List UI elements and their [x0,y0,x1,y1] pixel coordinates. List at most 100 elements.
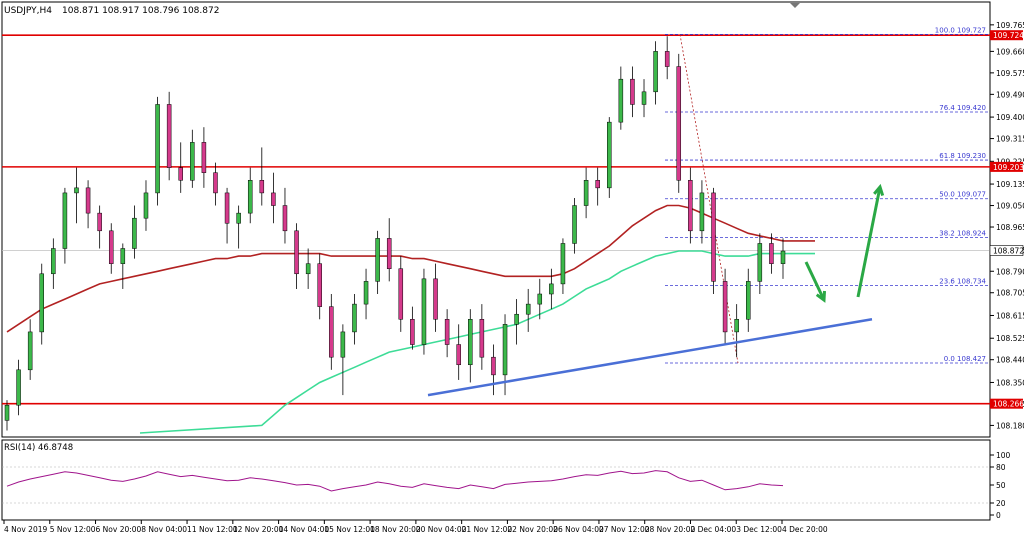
y-tick-label: 108.525 [996,334,1024,343]
level-label: 109.724 [993,31,1024,40]
candle-body [16,369,21,406]
candle-body [51,248,56,275]
candle [468,309,473,383]
candle-body [143,192,149,219]
candle-body [607,121,612,189]
candle-body [757,243,763,282]
y-tick-label: 109.575 [996,69,1024,78]
rsi-line [6,470,784,492]
candle [329,294,334,370]
x-tick-label: 14 Nov 04:00 [279,525,330,534]
price-frame [1,1,991,438]
candle [236,205,241,249]
y-tick-label: 109.225 [996,157,1024,166]
candle [769,233,774,274]
candle-body [560,243,566,285]
candle-body [317,263,322,307]
rsi-y-tick-label: 0 [996,511,1001,520]
level-tag [990,30,1023,41]
symbol-label: USDJPY,H4 [4,6,52,16]
x-tick-label: 8 Nov 04:00 [141,525,187,534]
candle-body [502,324,508,376]
y-tick-label: 108.965 [996,223,1024,232]
candle [699,180,705,244]
candle [178,142,183,193]
candle-body [305,263,311,275]
candle-body [120,248,126,264]
fib-label: 38.2 108.924 [939,229,986,237]
candle-body [259,180,265,194]
y-tick-label: 108.790 [996,267,1024,276]
candle [4,400,10,431]
candle [62,187,68,264]
candle-body [97,212,102,232]
candle-body [201,142,207,173]
candle-body [525,303,531,315]
x-tick-label: 18 Nov 20:00 [370,525,421,534]
candle [97,205,102,249]
price-pane: 109.765 109.660 109.575 109.490 109.400 109.3… [1,1,1024,438]
candle-body [468,319,473,366]
candle-body [213,172,218,194]
level-label: 108.266 [993,400,1024,409]
candle [549,268,554,310]
x-tick-label: 22 Nov 20:00 [507,525,558,534]
fib-label: 23.6 108.734 [939,277,986,285]
x-tick-label: 11 Nov 12:00 [187,525,238,534]
candle [618,66,624,130]
candle-body [653,51,658,93]
y-tick-label: 108.705 [996,289,1024,298]
x-tick-label: 20 Nov 04:00 [416,525,467,534]
candle [444,309,450,358]
candle [514,299,519,345]
candle [746,268,751,332]
x-tick-label: 2 Dec 04:00 [690,525,736,534]
candle-body [421,278,427,345]
y-tick-label: 109.765 [996,21,1024,30]
candle-body [190,142,195,181]
down-arrow-head [815,290,827,303]
level-tag [990,161,1023,172]
rsi-pane: 4 Nov 2019 5 Nov 12:00 6 Nov 20:00 8 Nov 04… [1,439,1011,534]
candle-body [491,356,496,376]
candle [734,304,739,358]
candle [352,294,357,345]
candle-body [375,238,380,282]
candle-body [433,278,438,320]
candle [525,288,531,332]
candle [479,304,485,370]
y-tick-label: 109.135 [996,180,1024,189]
x-tick-label: 15 Nov 12:00 [324,525,375,534]
candle [607,117,612,198]
candle-body [352,303,357,333]
ohlc-label: 108.871 108.917 108.796 108.872 [62,6,219,16]
x-tick-label: 27 Nov 12:00 [599,525,650,534]
candle-body [4,404,10,421]
candle [51,238,56,289]
candle [108,223,114,274]
candle-body [363,281,369,305]
y-tick-label: 109.490 [996,90,1024,99]
candle [363,268,369,320]
x-tick-label: 26 Nov 04:00 [553,525,604,534]
candle-body [688,180,693,232]
candle-body [271,192,276,206]
candle [340,324,346,396]
candle-body [479,319,485,358]
candle [213,162,218,206]
candle [120,243,126,289]
candle [688,167,693,244]
candle [166,91,172,181]
candle [305,248,311,289]
scroll-marker-icon[interactable] [790,3,800,8]
candle-body [746,281,751,320]
candle-body [398,268,404,320]
candle-body [340,331,346,358]
candle [247,167,253,224]
candle-body [456,344,461,366]
candle [560,238,566,294]
fib-label: 0.0 108.427 [944,355,986,363]
candle [398,256,404,332]
